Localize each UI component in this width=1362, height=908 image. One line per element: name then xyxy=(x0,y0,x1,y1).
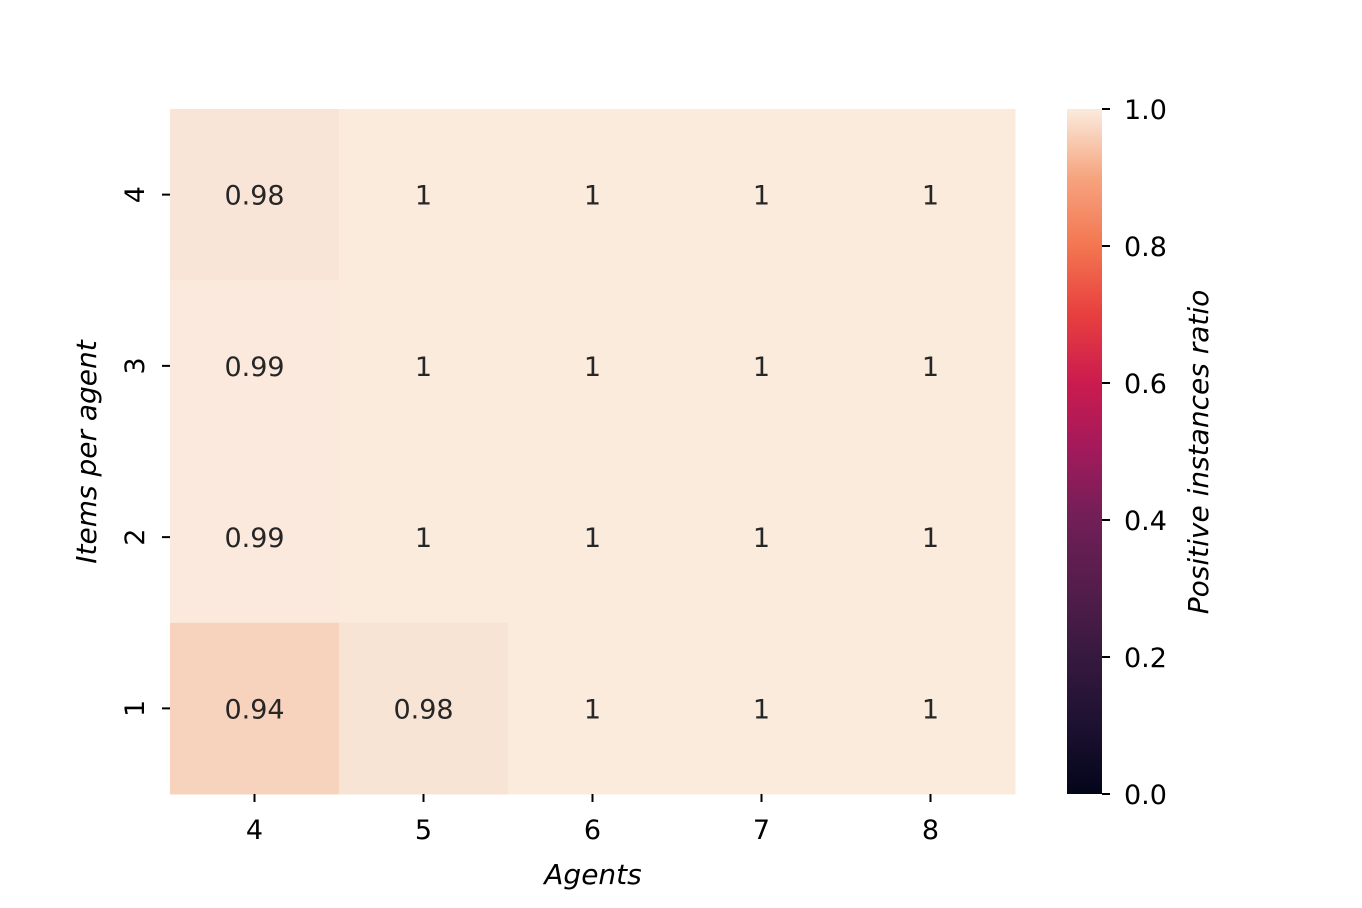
heatmap-cell xyxy=(170,280,340,452)
cell-value-label: 1 xyxy=(584,181,601,212)
heatmap-cell xyxy=(339,280,509,452)
cell-value-label: 1 xyxy=(922,352,939,383)
cell-value-label: 1 xyxy=(753,694,770,725)
x-tick-label: 7 xyxy=(753,815,770,846)
colorbar-gradient xyxy=(1067,109,1102,794)
heatmap-cell-labels: 0.98 1 1 1 1 0.99 1 1 1 1 0.99 1 1 1 1 0.94 0.98 1 1 1 xyxy=(224,181,939,726)
cell-value-label: 0.98 xyxy=(393,694,453,725)
heatmap-cell xyxy=(508,109,678,281)
cell-value-label: 1 xyxy=(922,523,939,554)
heatmap-cells xyxy=(170,109,1016,795)
colorbar-tick-label: 1.0 xyxy=(1124,95,1167,126)
y-tick-label: 3 xyxy=(120,357,151,374)
heatmap-cell xyxy=(508,451,678,624)
cell-value-label: 1 xyxy=(584,352,601,383)
cell-value-label: 1 xyxy=(922,181,939,212)
x-axis: 4 5 6 7 8 xyxy=(246,794,939,846)
x-tick-label: 8 xyxy=(922,815,939,846)
heatmap-cell xyxy=(677,109,847,281)
cell-value-label: 1 xyxy=(584,694,601,725)
heatmap-cell xyxy=(846,622,1016,795)
colorbar-tick-label: 0.8 xyxy=(1124,232,1167,263)
y-tick-label: 4 xyxy=(120,186,151,203)
colorbar-tick-label: 0.6 xyxy=(1124,369,1167,400)
colorbar-tick-label: 0.2 xyxy=(1124,643,1167,674)
heatmap-cell xyxy=(339,622,509,795)
heatmap-cell xyxy=(339,109,509,281)
cell-value-label: 0.99 xyxy=(224,523,284,554)
cell-value-label: 0.94 xyxy=(224,694,284,725)
cell-value-label: 1 xyxy=(584,523,601,554)
x-tick-label: 6 xyxy=(584,815,601,846)
cell-value-label: 1 xyxy=(415,181,432,212)
heatmap-cell xyxy=(170,109,340,281)
y-tick-label: 2 xyxy=(120,529,151,546)
x-tick-label: 4 xyxy=(246,815,263,846)
cell-value-label: 1 xyxy=(753,352,770,383)
cell-value-label: 1 xyxy=(415,352,432,383)
cell-value-label: 1 xyxy=(415,523,432,554)
cell-value-label: 1 xyxy=(922,694,939,725)
heatmap-cell xyxy=(508,622,678,795)
cell-value-label: 1 xyxy=(753,523,770,554)
heatmap-cell xyxy=(846,109,1016,281)
heatmap-cell xyxy=(846,280,1016,452)
heatmap-cell xyxy=(846,451,1016,624)
y-axis: 4 3 2 1 xyxy=(120,186,170,717)
heatmap-cell xyxy=(170,451,340,624)
colorbar-title: Positive instances ratio xyxy=(1182,290,1215,615)
heatmap-cell xyxy=(677,280,847,452)
heatmap-cell xyxy=(508,280,678,452)
x-axis-title: Agents xyxy=(542,858,641,891)
heatmap-cell xyxy=(339,451,509,624)
cell-value-label: 0.98 xyxy=(224,181,284,212)
heatmap-cell xyxy=(677,451,847,624)
heatmap-cell xyxy=(170,622,340,795)
y-axis-title: Items per agent xyxy=(70,339,103,564)
colorbar: 0.0 0.2 0.4 0.6 0.8 1.0 Positive instances ra… xyxy=(1067,95,1215,811)
colorbar-tick-label: 0.4 xyxy=(1124,506,1167,537)
colorbar-tick-label: 0.0 xyxy=(1124,780,1167,811)
cell-value-label: 0.99 xyxy=(224,352,284,383)
cell-value-label: 1 xyxy=(753,181,770,212)
heatmap-cell xyxy=(677,622,847,795)
colorbar-ticks: 0.0 0.2 0.4 0.6 0.8 1.0 xyxy=(1102,95,1167,811)
y-tick-label: 1 xyxy=(120,700,151,717)
x-tick-label: 5 xyxy=(415,815,432,846)
